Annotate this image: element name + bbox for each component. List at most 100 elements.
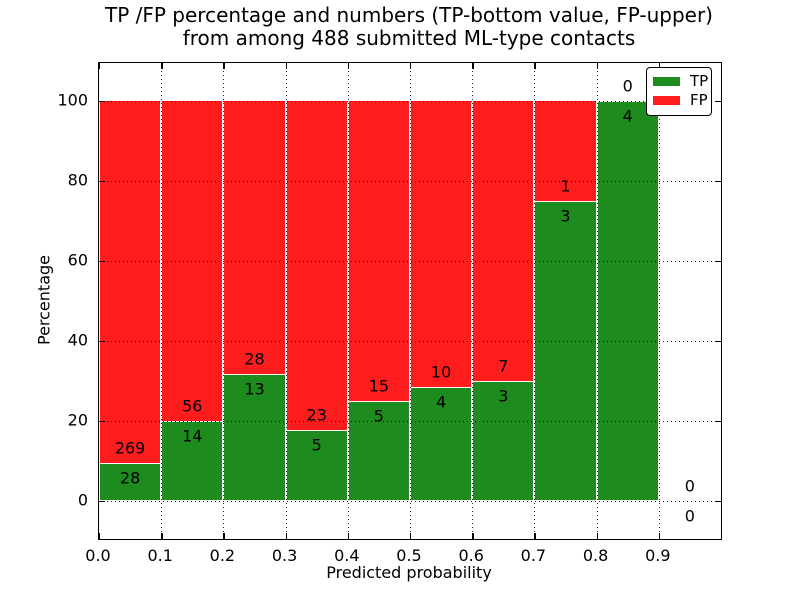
tick-mark-right-100 [715,101,721,103]
y-tick-label-0: 0 [77,490,88,510]
gridline-x-0.5 [410,63,411,539]
tick-mark-left-80 [99,181,105,183]
bar-tp-segment-5 [410,386,473,501]
tick-mark-bottom-0.0 [99,533,101,539]
x-tick-label-0.5: 0.5 [396,546,422,565]
tick-mark-right-80 [715,181,721,183]
gridline-x-0.1 [161,63,163,539]
tick-mark-top-0.5 [410,63,412,69]
bar-fp-count-label-9: 0 [684,476,695,496]
tick-mark-left-60 [99,261,105,263]
tick-mark-bottom-0.8 [596,533,598,539]
tick-mark-top-0.0 [99,63,101,69]
bar-tp-count-label-0: 28 [119,468,141,488]
bar-tp-count-label-7: 3 [560,206,571,226]
tick-mark-left-20 [99,421,105,423]
bar-fp-segment-3 [285,101,348,430]
tick-mark-bottom-0.9 [658,533,661,539]
x-tick-label-0.8: 0.8 [582,546,609,565]
tick-mark-right-0 [715,501,721,503]
bar-tp-count-label-6: 3 [498,386,509,406]
x-tick-label-0.3: 0.3 [271,546,298,565]
x-tick-label-0.7: 0.7 [520,546,547,565]
tick-mark-right-40 [715,341,721,343]
bar-tp-segment-4 [347,401,410,501]
legend-row-fp: FP [653,91,708,110]
gridline-x-0.2 [223,63,225,539]
tick-mark-left-40 [99,341,105,343]
tick-mark-right-20 [715,421,721,423]
tick-mark-top-0.2 [223,63,225,69]
x-tick-label-0.2: 0.2 [209,546,236,565]
bar-fp-count-label-6: 7 [498,356,509,376]
gridline-x-0.3 [285,63,287,539]
bar-tp-count-label-1: 14 [182,426,203,446]
tick-mark-left-100 [99,101,105,103]
bar-labels-layer: 269 28 56 14 28 13 23 5 15 5 10 4 7 3 1 3 0 4 0 0 [99,63,721,539]
bar-fp-segment-2 [223,101,286,375]
y-tick-label-100: 100 [57,90,88,110]
gridline-x-0.9 [658,63,660,539]
bar-fp-count-label-0: 269 [114,438,146,458]
x-axis-label: Predicted probability [326,563,492,582]
bar-fp-count-label-7: 1 [560,176,571,196]
tick-marks-layer [99,63,721,539]
tick-mark-top-0.8 [596,63,598,69]
tick-mark-bottom-0.5 [410,533,412,539]
chart-title: TP /FP percentage and numbers (TP-bottom… [98,4,720,50]
plot-area: 269 28 56 14 28 13 23 5 15 5 10 4 7 3 1 3 0 4 0 0 [98,62,722,540]
tick-mark-bottom-0.1 [161,533,163,539]
gridline-y-40 [99,341,721,342]
bar-tp-count-label-5: 4 [436,392,447,412]
bar-fp-segment-0 [99,101,162,464]
chart-title-line2: from among 488 submitted ML-type contact… [182,26,636,50]
tick-mark-top-0.9 [658,63,661,69]
bar-fp-count-label-8: 0 [622,76,633,96]
bar-tp-count-label-4: 5 [373,406,384,426]
bar-tp-count-label-3: 5 [311,435,322,455]
bar-fp-segment-6 [472,101,535,381]
gridline-y-80 [99,181,721,182]
bar-fp-count-label-3: 23 [306,405,327,425]
tick-mark-top-0.6 [472,63,474,69]
legend-label-fp: FP [690,91,708,109]
legend-label-tp: TP [690,72,709,90]
tick-mark-top-0.1 [161,63,163,69]
x-tick-label-0.9: 0.9 [645,546,671,565]
tp-color-swatch-icon [653,77,680,86]
tick-mark-bottom-0.4 [347,533,350,539]
bar-tp-count-label-2: 13 [244,379,265,399]
tick-mark-top-0.4 [347,63,350,69]
x-tick-label-0.1: 0.1 [147,546,173,565]
chart-title-line1: TP /FP percentage and numbers (TP-bottom… [105,3,713,27]
legend: TP FP [646,67,712,116]
y-tick-label-40: 40 [67,330,88,350]
gridlines-layer [99,63,721,539]
tick-mark-left-0 [99,501,105,503]
gridline-x-0.7 [534,63,536,539]
legend-row-tp: TP [653,72,709,91]
x-tick-label-0.0: 0.0 [85,546,111,565]
bar-tp-count-label-9: 0 [684,506,695,526]
bar-fp-segment-4 [347,101,410,401]
fp-color-swatch-icon [653,96,680,105]
y-tick-label-20: 20 [67,410,88,430]
tick-mark-bottom-0.7 [534,533,536,539]
x-tick-label-0.6: 0.6 [458,546,484,565]
tick-mark-bottom-0.6 [472,533,474,539]
bar-fp-segment-5 [410,101,473,387]
gridline-x-0.4 [347,63,349,539]
gridline-y-60 [99,261,721,262]
tick-mark-right-60 [715,261,721,263]
bar-tp-count-label-8: 4 [622,106,633,126]
gridline-x-0.6 [472,63,474,539]
tick-mark-top-0.7 [534,63,536,69]
bar-fp-count-label-5: 10 [430,362,452,382]
tick-mark-top-0.3 [285,63,287,69]
bar-tp-segment-3 [285,429,348,501]
bar-fp-count-label-4: 15 [368,376,390,396]
gridline-y-100 [99,101,721,102]
y-tick-label-60: 60 [67,250,88,270]
tick-mark-bottom-0.2 [223,533,225,539]
bar-fp-count-label-1: 56 [182,396,203,416]
